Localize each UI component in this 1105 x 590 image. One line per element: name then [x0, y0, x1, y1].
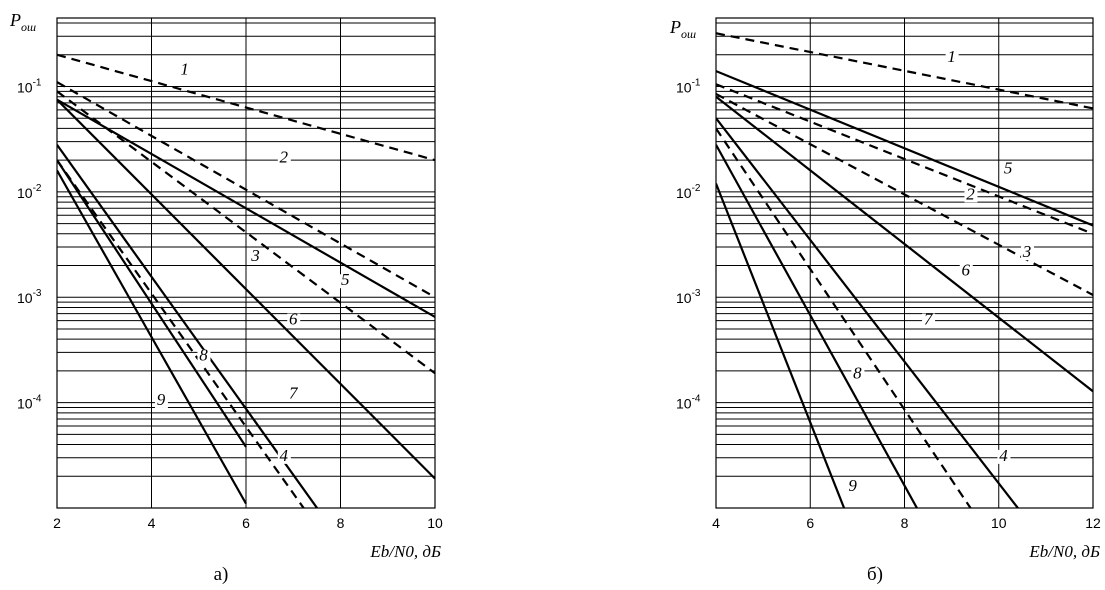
series-lines [716, 32, 1093, 508]
series-label-backing [997, 449, 1011, 464]
series-label-6: 6 [962, 261, 971, 280]
series-line-7 [716, 117, 1020, 508]
series-line-9 [716, 183, 846, 508]
series-line-5 [716, 70, 1093, 227]
series-line-1 [716, 32, 1093, 110]
series-line-5 [57, 98, 435, 318]
series-label-backing [178, 63, 192, 78]
y-tick-label: 10-2 [676, 183, 701, 201]
y-axis-label: Pош [669, 17, 696, 41]
series-label-backing [249, 250, 263, 265]
x-tick-label: 10 [427, 515, 443, 531]
series-lines [57, 53, 435, 508]
x-tick-label: 12 [1085, 515, 1101, 531]
series-line-8 [57, 159, 247, 448]
series-line-2 [716, 83, 1093, 235]
x-tick-label: 6 [806, 515, 814, 531]
series-label-7: 7 [289, 383, 299, 402]
series-label-backing [846, 479, 860, 494]
y-tick-label: 10-2 [17, 183, 42, 201]
series-label-2: 2 [280, 147, 289, 166]
series-label-4: 4 [280, 446, 289, 465]
series-label-backing [277, 151, 291, 166]
series-label-backing [945, 51, 959, 66]
x-tick-label: 4 [148, 515, 156, 531]
x-tick-label: 2 [53, 515, 61, 531]
series-line-2 [57, 81, 435, 299]
series-line-4 [57, 159, 305, 508]
panel-caption: а) [214, 564, 229, 585]
series-line-3 [57, 90, 435, 375]
series-label-backing [197, 349, 211, 364]
series-label-8: 8 [853, 363, 862, 382]
x-tick-label: 8 [901, 515, 909, 531]
y-tick-label: 10-1 [676, 77, 701, 95]
series-line-6 [716, 95, 1093, 393]
y-tick-label: 10-4 [17, 394, 42, 412]
series-line-9 [57, 169, 247, 505]
series-label-7: 7 [924, 310, 934, 329]
x-tick-label: 6 [242, 515, 250, 531]
y-axis-label: Pош [9, 10, 36, 34]
series-label-5: 5 [341, 270, 350, 289]
series-line-7 [57, 144, 319, 508]
series-label-backing [851, 367, 865, 382]
y-tick-label: 10-3 [676, 288, 701, 306]
series-label-8: 8 [199, 346, 208, 365]
series-line-3 [716, 92, 1093, 296]
x-tick-label: 4 [712, 515, 720, 531]
series-label-backing [339, 274, 353, 289]
y-tick-label: 10-1 [17, 77, 42, 95]
y-tick-label: 10-4 [676, 394, 701, 412]
grid [716, 18, 1093, 508]
series-label-5: 5 [1004, 158, 1013, 177]
series-label-backing [964, 188, 978, 203]
series-label-2: 2 [966, 184, 975, 203]
panel-caption: б) [867, 564, 883, 585]
series-line-1 [57, 53, 435, 162]
x-tick-label: 8 [337, 515, 345, 531]
series-label-4: 4 [999, 446, 1008, 465]
x-axis-label: Eb/N0, дБ [1028, 542, 1100, 561]
series-label-3: 3 [250, 246, 260, 265]
series-label-1: 1 [180, 59, 189, 78]
plot-frame [56, 17, 436, 509]
series-label-backing [959, 264, 973, 279]
series-label-backing [1021, 246, 1035, 261]
series-label-backing [922, 313, 936, 328]
series-label-3: 3 [1022, 242, 1032, 261]
chart-panel-a: 1 2 3 4 5 6 7 8 9 2 4 6 8 10 10-1 10-2 10-3 10-4 Pош Eb/N0,… [9, 10, 443, 585]
grid [57, 18, 435, 508]
series-label-1: 1 [947, 47, 956, 66]
series-label-6: 6 [289, 310, 298, 329]
x-axis-label: Eb/N0, дБ [369, 542, 441, 561]
x-tick-label: 10 [991, 515, 1007, 531]
series-label-9: 9 [157, 390, 166, 409]
series-label-backing [287, 387, 301, 402]
series-label-9: 9 [848, 476, 857, 495]
plot-frame [715, 17, 1094, 509]
series-line-6 [57, 98, 435, 480]
series-label-backing [154, 393, 168, 408]
series-label-backing [277, 449, 291, 464]
series-line-4 [716, 127, 972, 508]
series-line-8 [716, 144, 919, 508]
y-tick-label: 10-3 [17, 288, 42, 306]
series-label-backing [287, 313, 301, 328]
series-label-backing [1002, 162, 1016, 177]
